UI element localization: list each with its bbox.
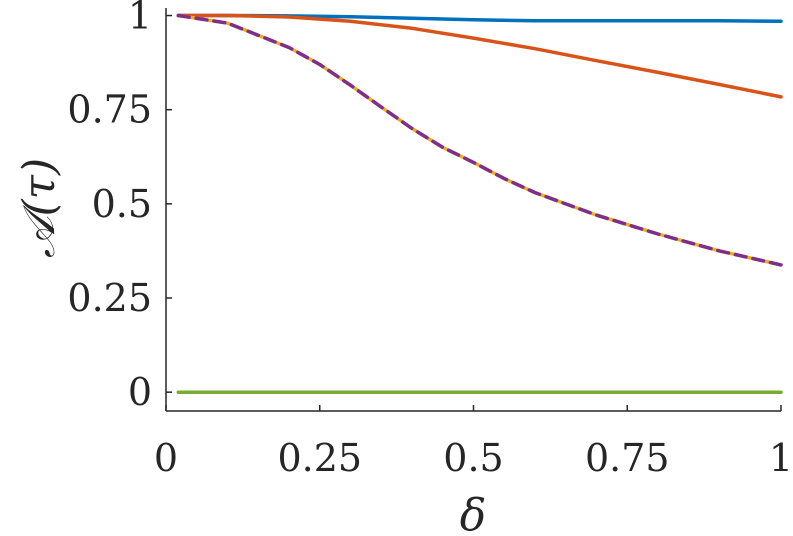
y-axis-label: 𝒜(τ) (14, 158, 65, 258)
axes (165, 8, 781, 412)
x-tick-label: 1 (769, 436, 793, 480)
series-layer (176, 13, 783, 394)
x-axis-label: δ (460, 490, 487, 536)
y-tick-label: 0.5 (92, 182, 152, 226)
series-line-3 (176, 13, 783, 267)
y-tick-label: 0.25 (67, 276, 152, 320)
y-tick-label: 0.75 (67, 88, 152, 132)
y-tick-label: 0 (128, 370, 152, 414)
x-tick-label: 0.25 (277, 436, 362, 480)
x-tick-label: 0 (154, 436, 178, 480)
x-tick-label: 0.75 (585, 436, 670, 480)
y-tick-label: 1 (128, 0, 152, 38)
series-line-4 (176, 13, 783, 267)
ticks: 0 0.25 0.5 0.75 1 0 0.25 0.5 0.75 1 (67, 0, 793, 480)
series-line-2 (176, 13, 783, 99)
x-tick-label: 0.5 (443, 436, 503, 480)
